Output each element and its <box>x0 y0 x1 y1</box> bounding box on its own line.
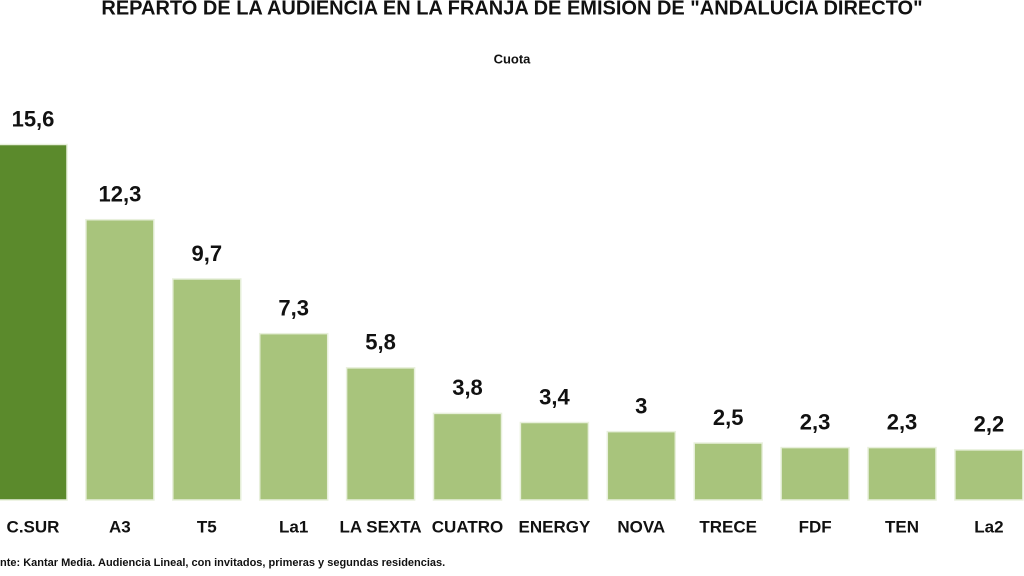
value-label: 3,4 <box>539 384 570 409</box>
bar <box>519 421 590 501</box>
x-tick-label: La1 <box>279 517 308 536</box>
bar <box>0 143 68 501</box>
x-tick-label: C.SUR <box>7 517 60 536</box>
value-label: 3 <box>635 393 647 418</box>
value-label: 15,6 <box>12 106 55 131</box>
bar <box>258 332 329 501</box>
x-tick-label: LA SEXTA <box>340 517 422 536</box>
bar <box>345 367 416 501</box>
x-tick-label: CUATRO <box>432 517 503 536</box>
x-tick-label: ENERGY <box>519 517 591 536</box>
bar <box>867 446 937 501</box>
value-label: 2,3 <box>887 409 918 434</box>
value-label: 2,2 <box>974 412 1005 437</box>
bar <box>606 430 677 501</box>
bar <box>693 442 763 501</box>
x-tick-label: A3 <box>109 517 131 536</box>
value-label: 5,8 <box>365 330 396 355</box>
bar <box>172 278 242 501</box>
value-label: 2,5 <box>713 405 744 430</box>
chart-subtitle: Cuota <box>494 51 532 66</box>
x-tick-label: TRECE <box>699 517 757 536</box>
bar <box>432 412 503 501</box>
value-label: 3,8 <box>452 375 483 400</box>
value-label: 12,3 <box>98 182 141 207</box>
x-tick-label: FDF <box>799 517 832 536</box>
value-label: 9,7 <box>192 241 223 266</box>
x-tick-label: La2 <box>974 517 1003 536</box>
value-label: 7,3 <box>278 295 309 320</box>
x-tick-label: TEN <box>885 517 919 536</box>
x-tick-label: T5 <box>197 517 217 536</box>
bar <box>780 446 850 501</box>
chart-title: REPARTO DE LA AUDIENCIA EN LA FRANJA DE … <box>101 0 922 19</box>
bar <box>85 218 155 501</box>
source-note: nte: Kantar Media. Audiencia Lineal, con… <box>0 557 445 569</box>
x-tick-label: NOVA <box>617 517 665 536</box>
value-label: 2,3 <box>800 409 831 434</box>
bar <box>954 449 1024 501</box>
